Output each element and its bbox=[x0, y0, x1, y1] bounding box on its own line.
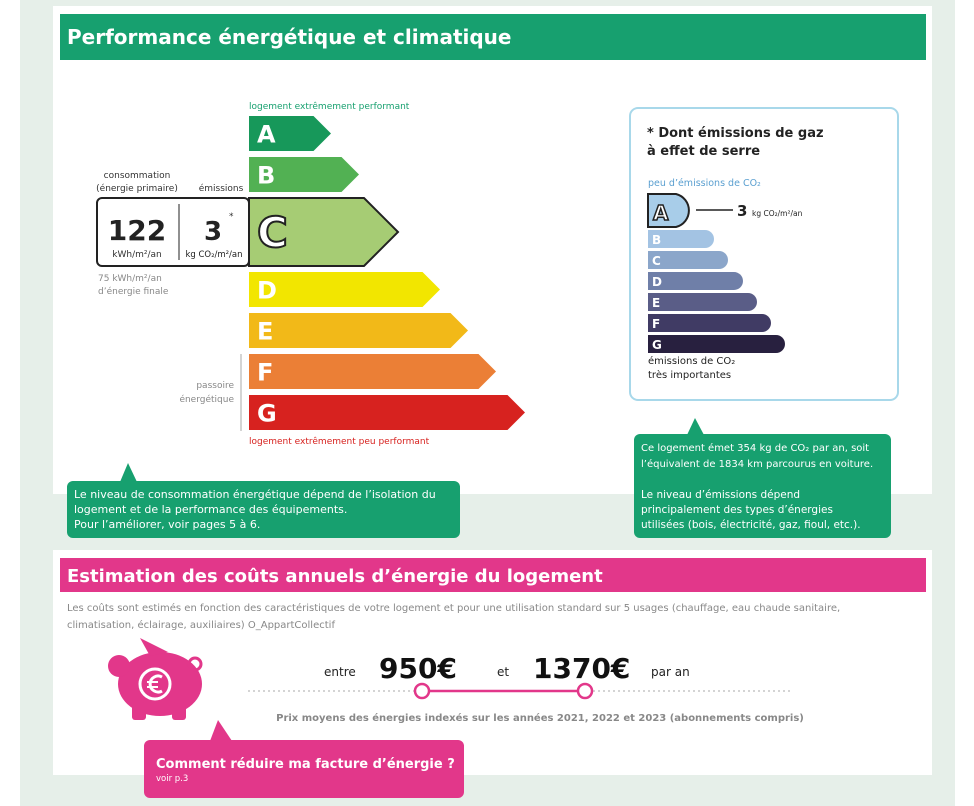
icon-body bbox=[118, 652, 202, 716]
climate-class-bar bbox=[648, 293, 757, 311]
section-header bbox=[60, 14, 926, 60]
energy-class-bar bbox=[249, 354, 496, 389]
climate-class-bar bbox=[648, 230, 714, 248]
climate-class-bar bbox=[648, 314, 771, 332]
bottom-label: logement extrêmement peu performant bbox=[249, 436, 430, 447]
bottom-label: très importantes bbox=[648, 369, 731, 381]
climate-class-bar bbox=[648, 251, 728, 269]
climate-class-letter: C bbox=[652, 254, 661, 268]
final-energy: 75 kWh/m²/an bbox=[98, 274, 162, 284]
climate-title: à effet de serre bbox=[647, 144, 760, 159]
energy-class-letter: E bbox=[257, 318, 273, 346]
energy-class-bar bbox=[248, 197, 400, 267]
callout-text: utilisées (bois, électricité, gaz, fioul… bbox=[641, 519, 861, 531]
description: Les coûts sont estimés en fonction des c… bbox=[67, 602, 840, 614]
callout-subtitle[interactable]: voir p.3 bbox=[156, 774, 188, 784]
energy-class-letter: A bbox=[257, 121, 276, 149]
climate-class-letter: D bbox=[652, 275, 662, 289]
bottom-label: émissions de CO₂ bbox=[648, 355, 735, 367]
unit: kg CO₂/m²/an bbox=[185, 250, 242, 260]
consumption-value: 122 bbox=[108, 214, 166, 247]
climate-class-bar bbox=[648, 335, 785, 353]
top-label: peu d’émissions de CO₂ bbox=[648, 178, 761, 189]
icon-part bbox=[172, 702, 186, 720]
label: émissions bbox=[199, 183, 244, 194]
unit: kg CO₂/m²/an bbox=[752, 209, 803, 218]
icon-part bbox=[140, 638, 168, 656]
section-title: Estimation des coûts annuels d’énergie d… bbox=[67, 566, 603, 587]
icon-part bbox=[132, 702, 146, 720]
piggy-icon bbox=[108, 638, 203, 720]
icon-part bbox=[187, 656, 203, 672]
section-header bbox=[60, 558, 926, 592]
asterisk: * bbox=[229, 212, 234, 222]
icon-ring bbox=[138, 667, 172, 701]
callout bbox=[634, 434, 891, 538]
label: entre bbox=[324, 665, 356, 679]
energy-class-bar bbox=[249, 395, 525, 430]
climate-class-letter: G bbox=[652, 338, 662, 352]
callout-text: l’équivalent de 1834 km parcourus en voi… bbox=[641, 458, 873, 470]
sieve-label: énergétique bbox=[179, 394, 234, 405]
sieve-label: passoire bbox=[196, 381, 234, 391]
energy-class-letter: F bbox=[257, 359, 273, 387]
section-title: Performance énergétique et climatique bbox=[67, 25, 511, 49]
icon-glyph bbox=[148, 674, 163, 694]
energy-class-bar bbox=[249, 157, 359, 192]
final-energy: d’énergie finale bbox=[98, 286, 169, 297]
label: (énergie primaire) bbox=[96, 183, 178, 194]
unit: kWh/m²/an bbox=[112, 250, 161, 260]
label: consommation bbox=[104, 171, 171, 181]
range-handle bbox=[576, 682, 594, 700]
climate-class-letter: A bbox=[653, 201, 669, 225]
callout-text: Le niveau de consommation énergétique dé… bbox=[74, 488, 436, 501]
climate-class-letter: F bbox=[652, 317, 660, 331]
energy-class-bar bbox=[249, 313, 468, 348]
climate-class-bar bbox=[648, 272, 743, 290]
climate-class-letter: B bbox=[652, 233, 661, 247]
label: par an bbox=[651, 665, 690, 679]
energy-class-bar bbox=[249, 116, 331, 151]
energy-class-letter: C bbox=[257, 208, 288, 257]
callout bbox=[67, 481, 460, 538]
label: et bbox=[497, 665, 509, 679]
top-label: logement extrêmement performant bbox=[249, 101, 410, 112]
cost-max: 1370€ bbox=[533, 652, 630, 685]
energy-class-bar bbox=[249, 272, 440, 307]
icon-part bbox=[108, 655, 130, 677]
callout-pointer bbox=[210, 720, 232, 741]
callout-text: Pour l’améliorer, voir pages 5 à 6. bbox=[74, 518, 260, 531]
energy-class-letter: B bbox=[257, 162, 275, 190]
energy-class-letter: D bbox=[257, 277, 277, 305]
note: Prix moyens des énergies indexés sur les… bbox=[276, 712, 804, 724]
description: climatisation, éclairage, auxiliaires) O… bbox=[67, 619, 335, 631]
callout[interactable] bbox=[144, 740, 464, 798]
callout-title[interactable]: Comment réduire ma facture d’énergie ? bbox=[156, 757, 455, 772]
callout-text: Le niveau d’émissions dépend bbox=[641, 489, 800, 501]
callout-text: logement et de la performance des équipe… bbox=[74, 503, 347, 516]
callout-pointer bbox=[687, 418, 704, 435]
callout-text: principalement des types d’énergies bbox=[641, 504, 833, 516]
climate-value: 3 bbox=[737, 202, 747, 220]
range-handle bbox=[413, 682, 431, 700]
climate-title: * Dont émissions de gaz bbox=[647, 126, 824, 141]
climate-class-letter: E bbox=[652, 296, 660, 310]
callout-text: Ce logement émet 354 kg de CO₂ par an, s… bbox=[641, 442, 869, 454]
emissions-value: 3 bbox=[204, 217, 222, 247]
climate-class-bar bbox=[647, 193, 690, 228]
cost-min: 950€ bbox=[379, 652, 457, 685]
energy-class-letter: G bbox=[257, 400, 277, 428]
callout-pointer bbox=[120, 463, 137, 482]
